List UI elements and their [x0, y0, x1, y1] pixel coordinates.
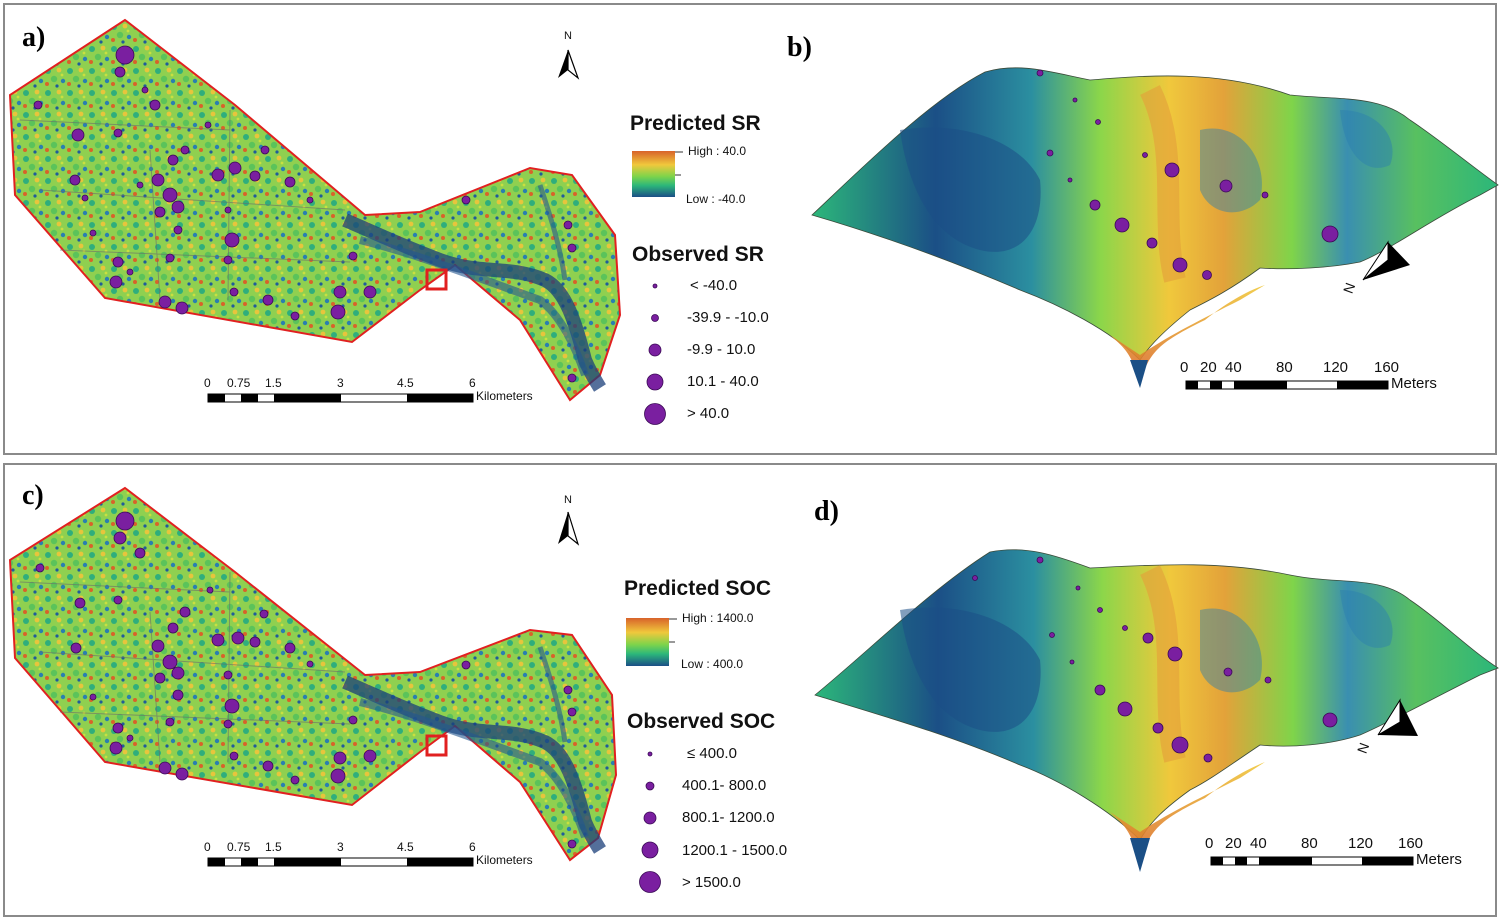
- scale-tick-a-0: 0: [204, 376, 211, 390]
- terrain-points-b: [1036, 69, 1339, 280]
- legend-high-c: High : 1400.0: [682, 611, 754, 625]
- terrain-d: [814, 549, 1499, 872]
- study-plot-marker-a: [425, 268, 448, 291]
- study-plot-marker-c: [425, 734, 448, 757]
- terrain-north-arrow-b: [1362, 240, 1410, 281]
- scale-tick-a-1: 0.75: [227, 376, 251, 390]
- terrain-tick-d-0: 0: [1205, 835, 1214, 852]
- scale-tick-a-5: 6: [469, 376, 476, 390]
- observed-title-c: Observed SOC: [627, 710, 776, 733]
- panel-label-b: b): [787, 32, 812, 63]
- legend-class-a-2: -39.9 - -10.0: [687, 309, 769, 326]
- legend-class-c-3: 800.1- 1200.0: [682, 809, 775, 826]
- panel-label-d: d): [814, 496, 839, 527]
- legend-title-a: Predicted SR: [630, 112, 761, 135]
- observed-points-a: [33, 45, 577, 383]
- terrain-tick-d-1: 20: [1225, 835, 1242, 852]
- scale-tick-c-1: 0.75: [227, 840, 251, 854]
- terrain-tick-b-3: 80: [1276, 359, 1293, 376]
- terrain-points-d: [972, 556, 1338, 763]
- terrain-scale-bar-b: [1185, 380, 1389, 390]
- observed-points-c: [35, 511, 577, 849]
- terrain-channel-b: [1110, 285, 1265, 385]
- color-ramp-c: [626, 618, 669, 666]
- scale-tick-c-5: 6: [469, 840, 476, 854]
- top-panel-frame: [3, 3, 1497, 455]
- terrain-b: [811, 67, 1499, 388]
- terrain-tick-b-2: 40: [1225, 359, 1242, 376]
- scale-unit-c: Kilometers: [476, 853, 533, 867]
- map-c: [8, 486, 618, 862]
- color-ramp-a: [632, 151, 675, 197]
- scale-bar-c: [207, 857, 474, 867]
- terrain-tick-b-4: 120: [1323, 359, 1349, 376]
- terrain-tick-b-0: 0: [1180, 359, 1189, 376]
- legend-class-c-4: 1200.1 - 1500.0: [682, 842, 788, 859]
- terrain-north-arrow-d: [1377, 698, 1418, 736]
- legend-symbols-a: [644, 283, 666, 425]
- legend-class-a-3: -9.9 - 10.0: [687, 341, 756, 358]
- scale-tick-a-4: 4.5: [397, 376, 414, 390]
- scale-tick-c-3: 3: [337, 840, 344, 854]
- north-arrow-a: [558, 49, 580, 80]
- legend-class-c-1: ≤ 400.0: [687, 745, 737, 762]
- study-area-boundary-c: [8, 486, 618, 862]
- scale-bar-a: [207, 393, 474, 403]
- scale-tick-c-4: 4.5: [397, 840, 414, 854]
- observed-title-a: Observed SR: [632, 243, 764, 266]
- terrain-unit-d: Meters: [1416, 851, 1462, 868]
- scale-tick-c-2: 1.5: [265, 840, 282, 854]
- terrain-unit-b: Meters: [1391, 375, 1437, 392]
- bottom-panel-frame: [3, 463, 1497, 917]
- north-label-c: N: [564, 494, 572, 506]
- study-area-boundary-a: [8, 18, 622, 402]
- legend-class-a-1: < -40.0: [690, 277, 738, 294]
- panel-label-c: c): [22, 480, 44, 511]
- scale-tick-c-0: 0: [204, 840, 211, 854]
- legend-high-a: High : 40.0: [688, 144, 747, 158]
- terrain-tick-d-2: 40: [1250, 835, 1267, 852]
- terrain-tick-b-5: 160: [1374, 359, 1400, 376]
- legend-symbols-c: [639, 751, 661, 893]
- scale-tick-a-3: 3: [337, 376, 344, 390]
- legend-class-a-5: > 40.0: [687, 405, 730, 422]
- river-c: [342, 675, 606, 854]
- legend-title-c: Predicted SOC: [624, 577, 772, 600]
- scale-unit-a: Kilometers: [476, 389, 533, 403]
- legend-class-c-2: 400.1- 800.0: [682, 777, 767, 794]
- terrain-tick-d-3: 80: [1301, 835, 1318, 852]
- north-label-a: N: [564, 30, 572, 42]
- river-a: [342, 213, 606, 392]
- panel-label-a: a): [22, 22, 46, 53]
- terrain-tick-d-5: 160: [1398, 835, 1424, 852]
- north-arrow-c: [558, 511, 580, 546]
- legend-class-a-4: 10.1 - 40.0: [687, 373, 759, 390]
- legend-low-c: Low : 400.0: [681, 657, 744, 671]
- legend-low-a: Low : -40.0: [686, 192, 746, 206]
- legend-class-c-5: > 1500.0: [682, 874, 741, 891]
- map-a: [8, 18, 622, 402]
- terrain-scale-bar-d: [1210, 856, 1414, 866]
- terrain-tick-b-1: 20: [1200, 359, 1217, 376]
- scale-tick-a-2: 1.5: [265, 376, 282, 390]
- terrain-tick-d-4: 120: [1348, 835, 1374, 852]
